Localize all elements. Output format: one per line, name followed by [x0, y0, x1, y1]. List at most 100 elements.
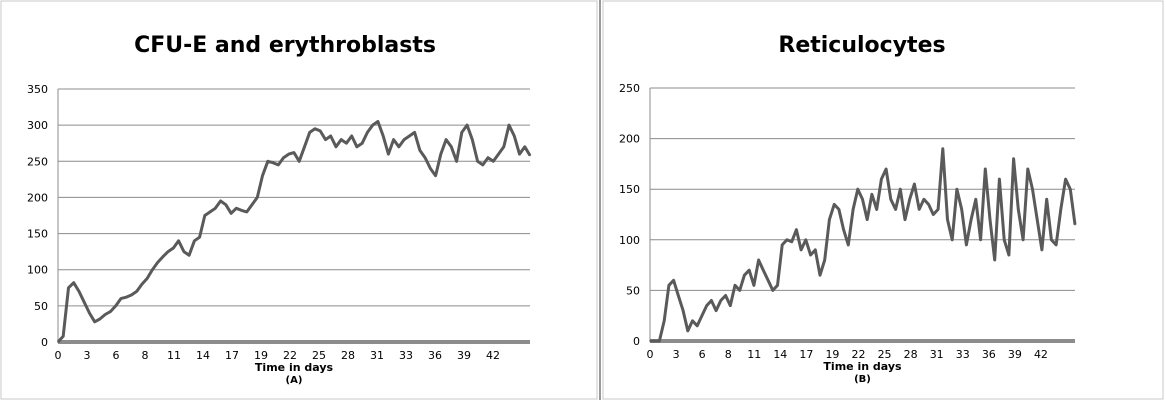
data-point: [335, 146, 337, 148]
data-point: [776, 284, 779, 287]
data-point: [298, 160, 301, 163]
data-point: [790, 241, 793, 243]
data-point: [408, 135, 411, 137]
data-point: [392, 138, 395, 141]
data-point: [523, 146, 526, 148]
data-point: [842, 228, 845, 231]
data-point: [979, 239, 982, 241]
x-tick-label: 11: [747, 348, 761, 361]
y-tick-label: 250: [619, 82, 640, 95]
x-tick-label: 25: [878, 348, 892, 361]
x-axis-label: Time in days: [823, 360, 902, 373]
data-point: [743, 274, 746, 277]
data-point: [805, 239, 807, 241]
series-line: [56, 120, 532, 344]
data-point: [240, 209, 243, 212]
data-point: [771, 289, 774, 292]
data-point: [230, 212, 232, 215]
data-point: [225, 203, 227, 206]
y-tick-label: 0: [41, 336, 48, 349]
chart-title: CFU-E and erythroblasts: [134, 33, 436, 58]
data-point: [324, 138, 327, 141]
data-point: [875, 208, 878, 211]
x-tick-label: 31: [930, 348, 944, 361]
data-point: [970, 218, 972, 221]
x-tick-label: 6: [113, 349, 120, 362]
y-tick-label: 300: [27, 119, 48, 132]
x-tick-label: 3: [673, 348, 680, 361]
data-point: [272, 161, 274, 164]
data-point: [508, 124, 510, 126]
data-point: [371, 124, 374, 126]
data-point: [198, 236, 201, 238]
x-tick-label: 22: [283, 349, 297, 362]
panel-label: (B): [854, 374, 871, 385]
data-point: [251, 203, 253, 206]
x-tick-label: 14: [196, 349, 210, 362]
data-point: [518, 153, 521, 155]
data-point: [345, 142, 348, 145]
data-point: [308, 131, 311, 134]
data-point: [691, 319, 694, 322]
x-tick-label: 42: [486, 349, 500, 362]
data-point: [753, 284, 755, 287]
data-point: [932, 213, 935, 216]
data-point: [282, 156, 285, 159]
data-point: [487, 156, 489, 159]
data-point: [965, 244, 968, 246]
data-point: [1012, 158, 1015, 160]
data-point: [819, 274, 821, 277]
data-point: [455, 160, 458, 163]
x-tick-label: 31: [370, 349, 384, 362]
data-point: [989, 218, 991, 221]
y-tick-label: 50: [626, 284, 640, 297]
x-tick-label: 36: [428, 349, 442, 362]
x-tick-label: 33: [399, 349, 413, 362]
data-point: [668, 284, 670, 287]
x-tick-label: 8: [142, 349, 149, 362]
data-point: [256, 196, 259, 199]
data-point: [445, 138, 447, 141]
data-point: [767, 279, 769, 282]
data-point: [1022, 239, 1024, 241]
x-tick-label: 19: [825, 348, 839, 361]
data-point: [209, 211, 211, 213]
x-tick-label: 22: [852, 348, 866, 361]
y-tick-label: 50: [34, 300, 48, 313]
data-point: [1064, 178, 1067, 180]
y-tick-label: 350: [27, 83, 48, 96]
data-point: [99, 318, 101, 320]
data-point: [781, 244, 784, 246]
data-point: [120, 297, 122, 300]
data-point: [434, 174, 437, 177]
data-point: [235, 207, 238, 210]
data-point: [658, 340, 661, 342]
data-point: [899, 188, 902, 190]
chart-panel-a: CFU-E and erythroblasts05010015020025030…: [0, 0, 598, 400]
data-point: [261, 174, 264, 177]
data-point: [78, 290, 80, 293]
data-point: [823, 259, 826, 261]
data-point: [382, 135, 384, 137]
data-point: [188, 254, 190, 257]
data-point: [710, 299, 713, 302]
x-tick-label: 19: [254, 349, 268, 362]
data-point: [653, 340, 656, 342]
y-tick-label: 250: [27, 155, 48, 168]
panel-border: [602, 0, 1164, 400]
data-point: [340, 138, 343, 141]
data-point: [923, 198, 925, 201]
data-point: [366, 131, 369, 134]
data-point: [838, 208, 840, 211]
data-point: [287, 153, 290, 155]
x-tick-label: 17: [225, 349, 239, 362]
panel-label: (A): [286, 375, 303, 386]
data-point: [937, 208, 939, 211]
data-point: [497, 153, 500, 155]
data-point: [413, 131, 416, 134]
data-point: [748, 269, 750, 271]
x-tick-label: 25: [312, 349, 326, 362]
data-point: [429, 167, 432, 170]
data-point: [62, 335, 65, 338]
data-point: [93, 320, 96, 323]
